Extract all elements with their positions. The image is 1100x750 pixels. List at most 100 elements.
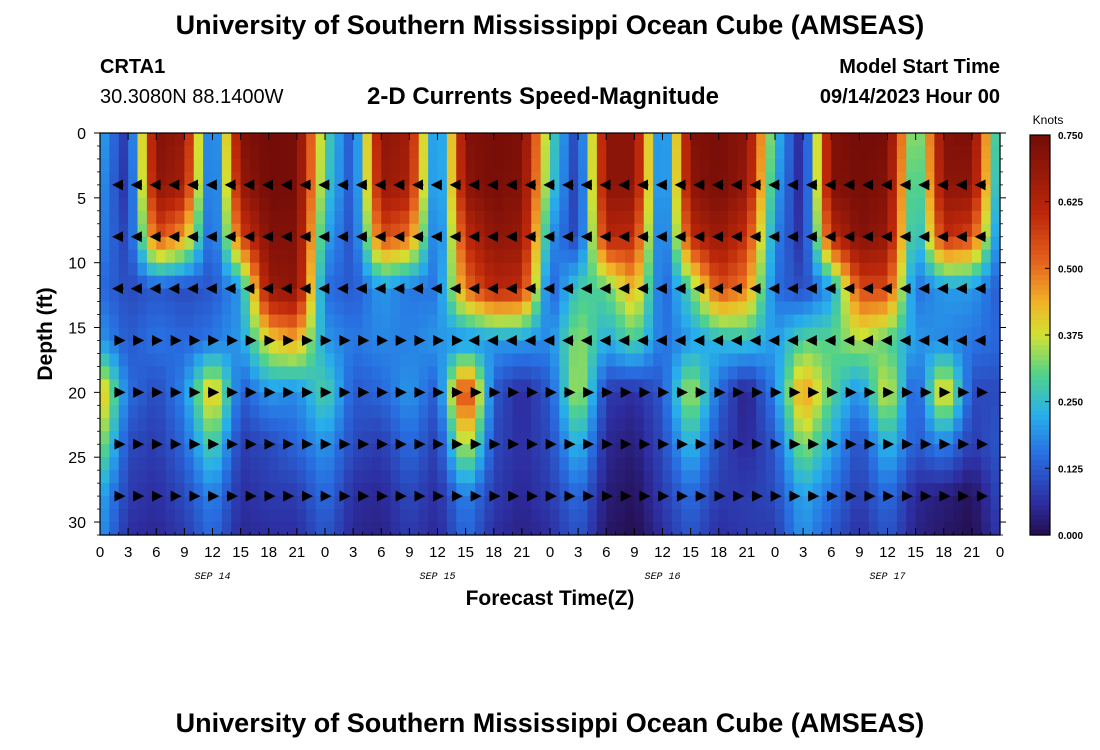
heatmap-cell: [859, 327, 870, 342]
heatmap-cell: [578, 470, 589, 484]
heatmap-cell: [212, 210, 223, 225]
heatmap-cell: [690, 184, 701, 199]
heatmap-cell: [259, 197, 270, 212]
x-tick-label: 15: [907, 544, 924, 561]
heatmap-cell: [165, 262, 176, 277]
heatmap-cell: [315, 366, 326, 380]
heatmap-cell: [409, 145, 420, 160]
heatmap-cell: [587, 522, 598, 536]
heatmap-cell: [690, 470, 701, 484]
heatmap-cell: [906, 392, 917, 406]
heatmap-cell: [465, 483, 476, 497]
heatmap-cell: [671, 262, 682, 277]
heatmap-cell: [128, 223, 139, 238]
heatmap-cell: [306, 171, 317, 186]
heatmap-cell: [325, 223, 335, 238]
heatmap-cell: [634, 314, 645, 329]
heatmap-cell: [100, 197, 110, 212]
heatmap-cell: [868, 457, 879, 471]
heatmap-cell: [765, 457, 776, 471]
heatmap-cell: [437, 275, 448, 290]
heatmap-cell: [943, 509, 954, 523]
heatmap-cell: [446, 249, 457, 264]
date-label: SEP 15: [419, 572, 455, 583]
heatmap-cell: [156, 210, 167, 225]
heatmap-cell: [559, 379, 570, 393]
heatmap-cell: [146, 379, 157, 393]
heatmap-cell: [109, 184, 120, 199]
heatmap-cell: [793, 509, 804, 523]
heatmap-cell: [128, 327, 139, 342]
heatmap-cell: [428, 314, 439, 329]
heatmap-cell: [184, 314, 195, 329]
heatmap-cell: [671, 197, 682, 212]
heatmap-cell: [137, 405, 148, 419]
heatmap-cell: [390, 418, 401, 432]
heatmap-cell: [709, 353, 720, 368]
heatmap-cell: [803, 457, 814, 471]
heatmap-cell: [437, 171, 448, 186]
heatmap-cell: [925, 275, 935, 290]
heatmap-cell: [456, 509, 467, 523]
heatmap-cell: [765, 301, 776, 316]
heatmap-cell: [971, 223, 982, 238]
heatmap-cell: [146, 483, 157, 497]
heatmap-cell: [296, 483, 307, 497]
heatmap-cell: [765, 353, 776, 368]
heatmap-cell: [728, 418, 739, 432]
heatmap-cell: [268, 496, 279, 510]
heatmap-cell: [400, 145, 410, 160]
heatmap-cell: [296, 340, 307, 355]
heatmap-cell: [962, 405, 973, 419]
heatmap-cell: [878, 145, 889, 160]
heatmap-cell: [175, 223, 185, 238]
heatmap-cell: [915, 327, 926, 342]
heatmap-cell: [700, 184, 710, 199]
colorbar-segment: [1030, 300, 1050, 306]
heatmap-cell: [981, 366, 992, 380]
heatmap-cell: [521, 314, 532, 329]
heatmap-cell: [418, 301, 429, 316]
heatmap-cell: [943, 496, 954, 510]
heatmap-cell: [981, 223, 992, 238]
heatmap-cell: [278, 392, 289, 406]
heatmap-cell: [409, 392, 420, 406]
heatmap-cell: [484, 379, 495, 393]
heatmap-cell: [718, 522, 729, 536]
heatmap-cell: [962, 171, 973, 186]
heatmap-cell: [381, 340, 392, 355]
heatmap-cell: [390, 145, 401, 160]
heatmap-cell: [784, 483, 795, 497]
heatmap-cell: [137, 223, 148, 238]
heatmap-cell: [831, 392, 842, 406]
heatmap-cell: [981, 145, 992, 160]
heatmap-cell: [812, 301, 823, 316]
heatmap-cell: [831, 184, 842, 199]
heatmap-cell: [634, 327, 645, 342]
heatmap-cell: [578, 158, 589, 173]
heatmap-cell: [793, 470, 804, 484]
heatmap-cell: [925, 353, 935, 368]
heatmap-cell: [700, 262, 710, 277]
heatmap-cell: [128, 314, 139, 329]
heatmap-cell: [803, 366, 814, 380]
heatmap-cell: [868, 366, 879, 380]
heatmap-cell: [756, 184, 767, 199]
heatmap-cell: [953, 236, 964, 251]
heatmap-cell: [400, 470, 410, 484]
heatmap-cell: [428, 405, 439, 419]
heatmap-cell: [193, 223, 204, 238]
heatmap-cell: [212, 444, 223, 458]
heatmap-cell: [681, 301, 692, 316]
heatmap-cell: [437, 431, 448, 445]
heatmap-cell: [821, 158, 832, 173]
heatmap-cell: [259, 470, 270, 484]
heatmap-cell: [390, 340, 401, 355]
heatmap-cell: [240, 470, 251, 484]
heatmap-cell: [868, 301, 879, 316]
heatmap-cell: [278, 340, 289, 355]
heatmap-cell: [334, 418, 345, 432]
heatmap-cell: [456, 353, 467, 368]
heatmap-cell: [531, 184, 542, 199]
heatmap-cell: [962, 197, 973, 212]
